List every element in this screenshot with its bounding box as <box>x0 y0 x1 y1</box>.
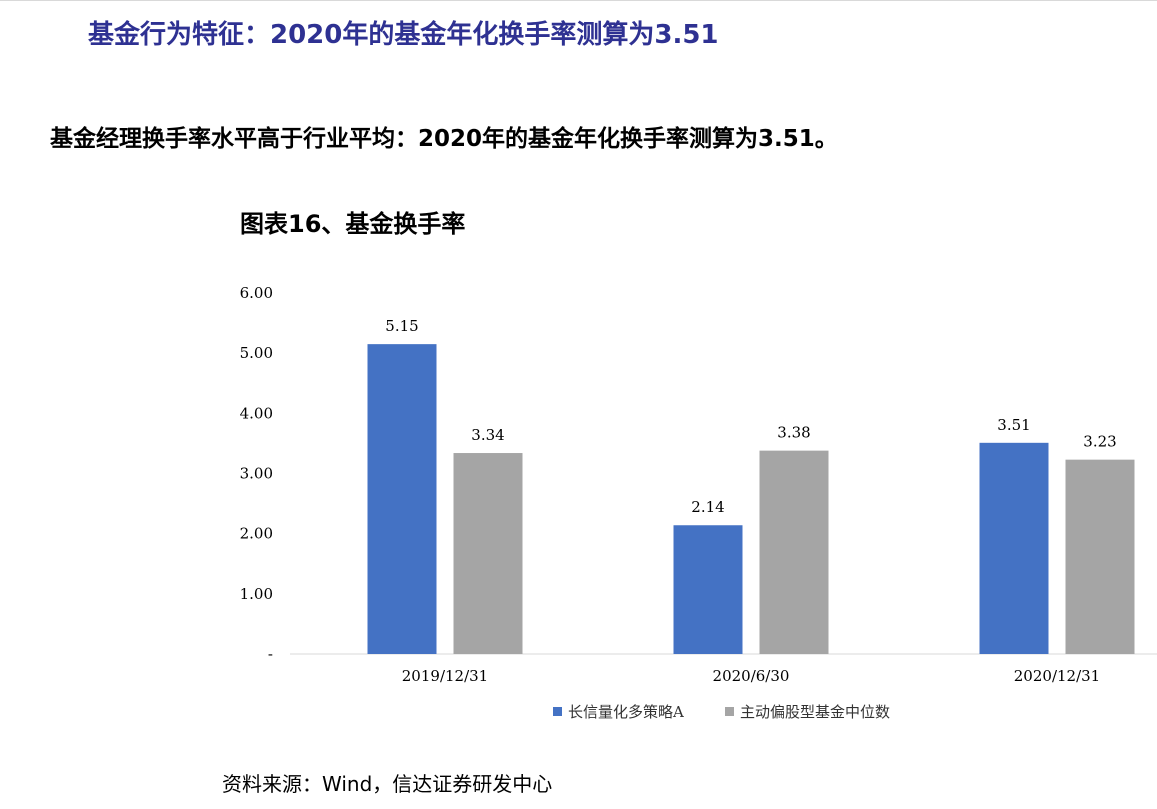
bar-series-1 <box>367 344 437 654</box>
bar-chart: - 1.00 2.00 3.00 4.00 5.00 6.00 2019/12/31 5.15 3… <box>240 284 1157 721</box>
y-tick-label: 5.00 <box>240 344 273 362</box>
bar-series-2 <box>453 453 523 654</box>
top-rule <box>0 0 1157 1</box>
chart-title: 图表16、基金换手率 <box>240 210 466 238</box>
data-label: 3.23 <box>1083 433 1116 451</box>
x-tick-label: 2019/12/31 <box>402 667 488 685</box>
data-label: 5.15 <box>385 317 418 335</box>
x-tick-label: 2020/12/31 <box>1014 667 1100 685</box>
bar-series-1 <box>979 442 1049 654</box>
y-tick-label: 1.00 <box>240 585 273 603</box>
bar-series-2 <box>1065 459 1135 654</box>
y-tick-label: 4.00 <box>240 404 273 422</box>
y-tick-label: 6.00 <box>240 284 273 302</box>
x-tick-label: 2020/6/30 <box>713 667 790 685</box>
data-label: 3.34 <box>471 426 504 444</box>
y-tick-label: - <box>268 645 273 663</box>
legend-swatch-series-2 <box>725 707 734 716</box>
page-title: 基金行为特征：2020年的基金年化换手率测算为3.51 <box>88 20 719 50</box>
source-note: 资料来源：Wind，信达证券研发中心 <box>222 772 553 796</box>
bar-series-2 <box>759 450 829 654</box>
legend-label-series-1: 长信量化多策略A <box>568 703 684 721</box>
legend-label-series-2: 主动偏股型基金中位数 <box>740 703 890 721</box>
y-tick-label: 2.00 <box>240 525 273 543</box>
data-label: 2.14 <box>691 498 724 516</box>
y-tick-label: 3.00 <box>240 465 273 483</box>
legend-swatch-series-1 <box>553 707 562 716</box>
data-label: 3.51 <box>997 416 1030 434</box>
bar-series-1 <box>673 525 743 654</box>
subtitle: 基金经理换手率水平高于行业平均：2020年的基金年化换手率测算为3.51。 <box>50 126 838 152</box>
data-label: 3.38 <box>777 424 810 442</box>
